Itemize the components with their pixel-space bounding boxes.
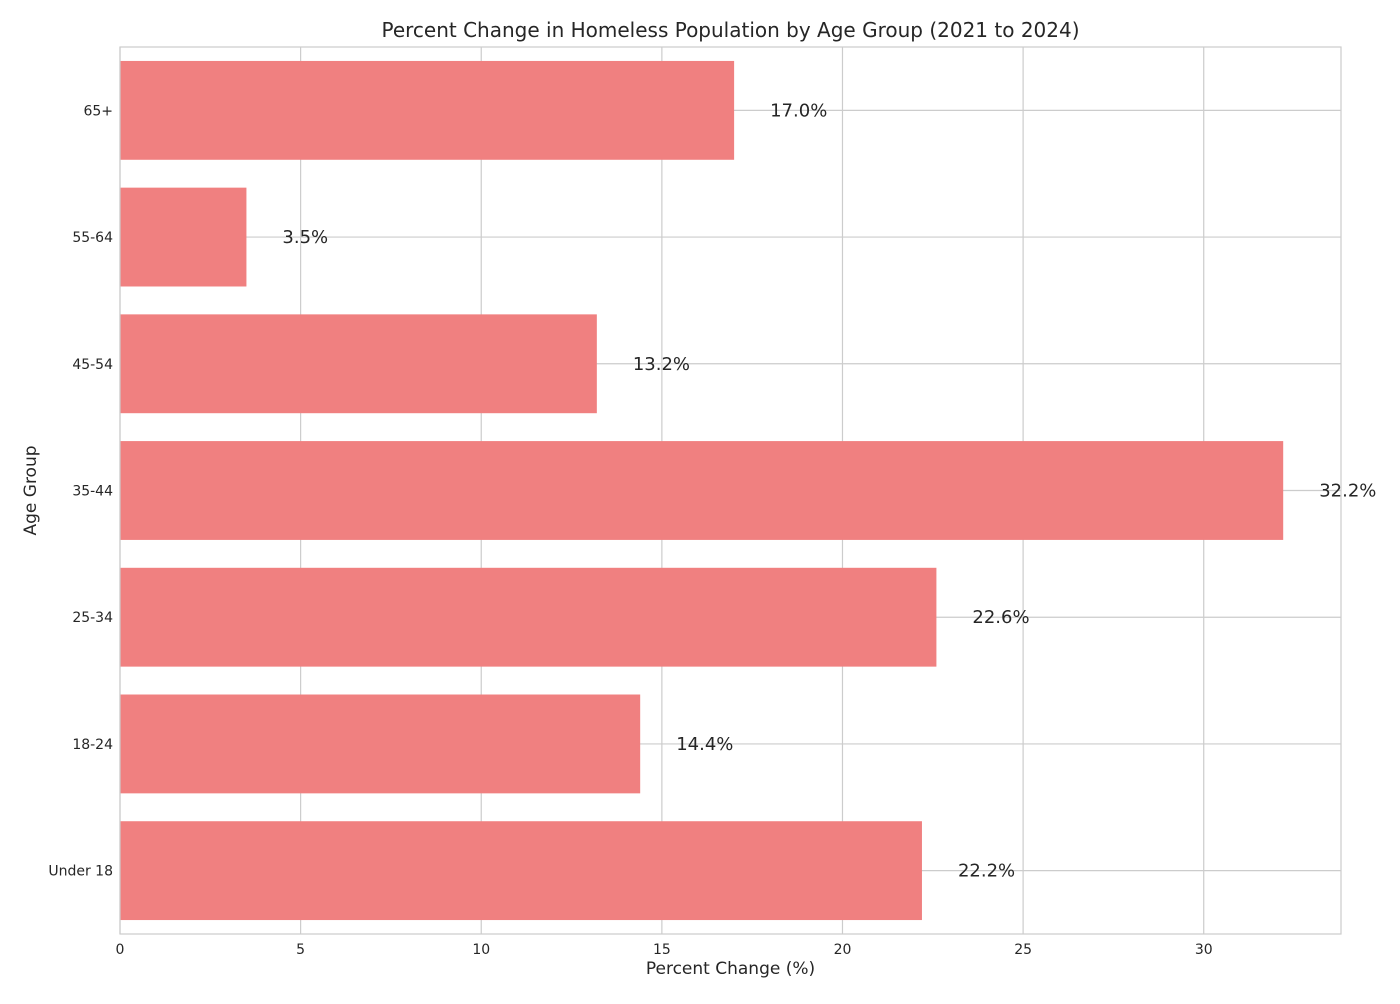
bars-layer <box>120 60 1284 921</box>
bar-value-label: 32.2% <box>1319 481 1376 502</box>
chart-title: Percent Change in Homeless Population by… <box>381 18 1079 42</box>
x-tick-label: 5 <box>296 942 305 958</box>
bar-value-label: 3.5% <box>282 227 328 248</box>
bar <box>120 60 735 160</box>
bar-value-label: 22.2% <box>958 861 1015 882</box>
y-tick-label: 25-34 <box>72 610 113 626</box>
y-tick-label: Under 18 <box>48 864 113 880</box>
x-tick-label: 25 <box>1014 942 1032 958</box>
x-tick-label: 15 <box>653 942 671 958</box>
bar <box>120 567 937 667</box>
bar <box>120 441 1284 540</box>
bar-value-label: 17.0% <box>770 100 827 121</box>
y-tick-label: 65+ <box>83 103 113 119</box>
y-tick-label: 55-64 <box>72 230 113 246</box>
value-labels-layer: 22.2% 14.4% 22.6% 32.2% 13.2% 3.5% 17.0% <box>282 100 1376 881</box>
bar-value-label: 13.2% <box>633 354 690 375</box>
y-axis-label: Age Group <box>21 445 41 535</box>
plot-frame <box>119 46 1342 935</box>
x-tick-label: 0 <box>116 942 125 958</box>
x-axis-label: Percent Change (%) <box>646 959 815 979</box>
bar-value-label: 14.4% <box>676 734 733 755</box>
x-tick-label: 30 <box>1195 942 1213 958</box>
bar <box>120 314 597 414</box>
ticks-layer: 0 5 10 15 20 25 30 Under 18 18-24 25-34 35-44 45-54… <box>48 103 1212 958</box>
y-tick-label: 35-44 <box>72 484 113 500</box>
y-tick-label: 18-24 <box>72 737 113 753</box>
y-tick-label: 45-54 <box>72 357 113 373</box>
bar-value-label: 22.6% <box>972 607 1029 628</box>
bar <box>120 694 641 794</box>
x-tick-label: 10 <box>472 942 490 958</box>
bar <box>120 821 922 921</box>
x-tick-label: 20 <box>834 942 852 958</box>
bar <box>120 187 247 287</box>
